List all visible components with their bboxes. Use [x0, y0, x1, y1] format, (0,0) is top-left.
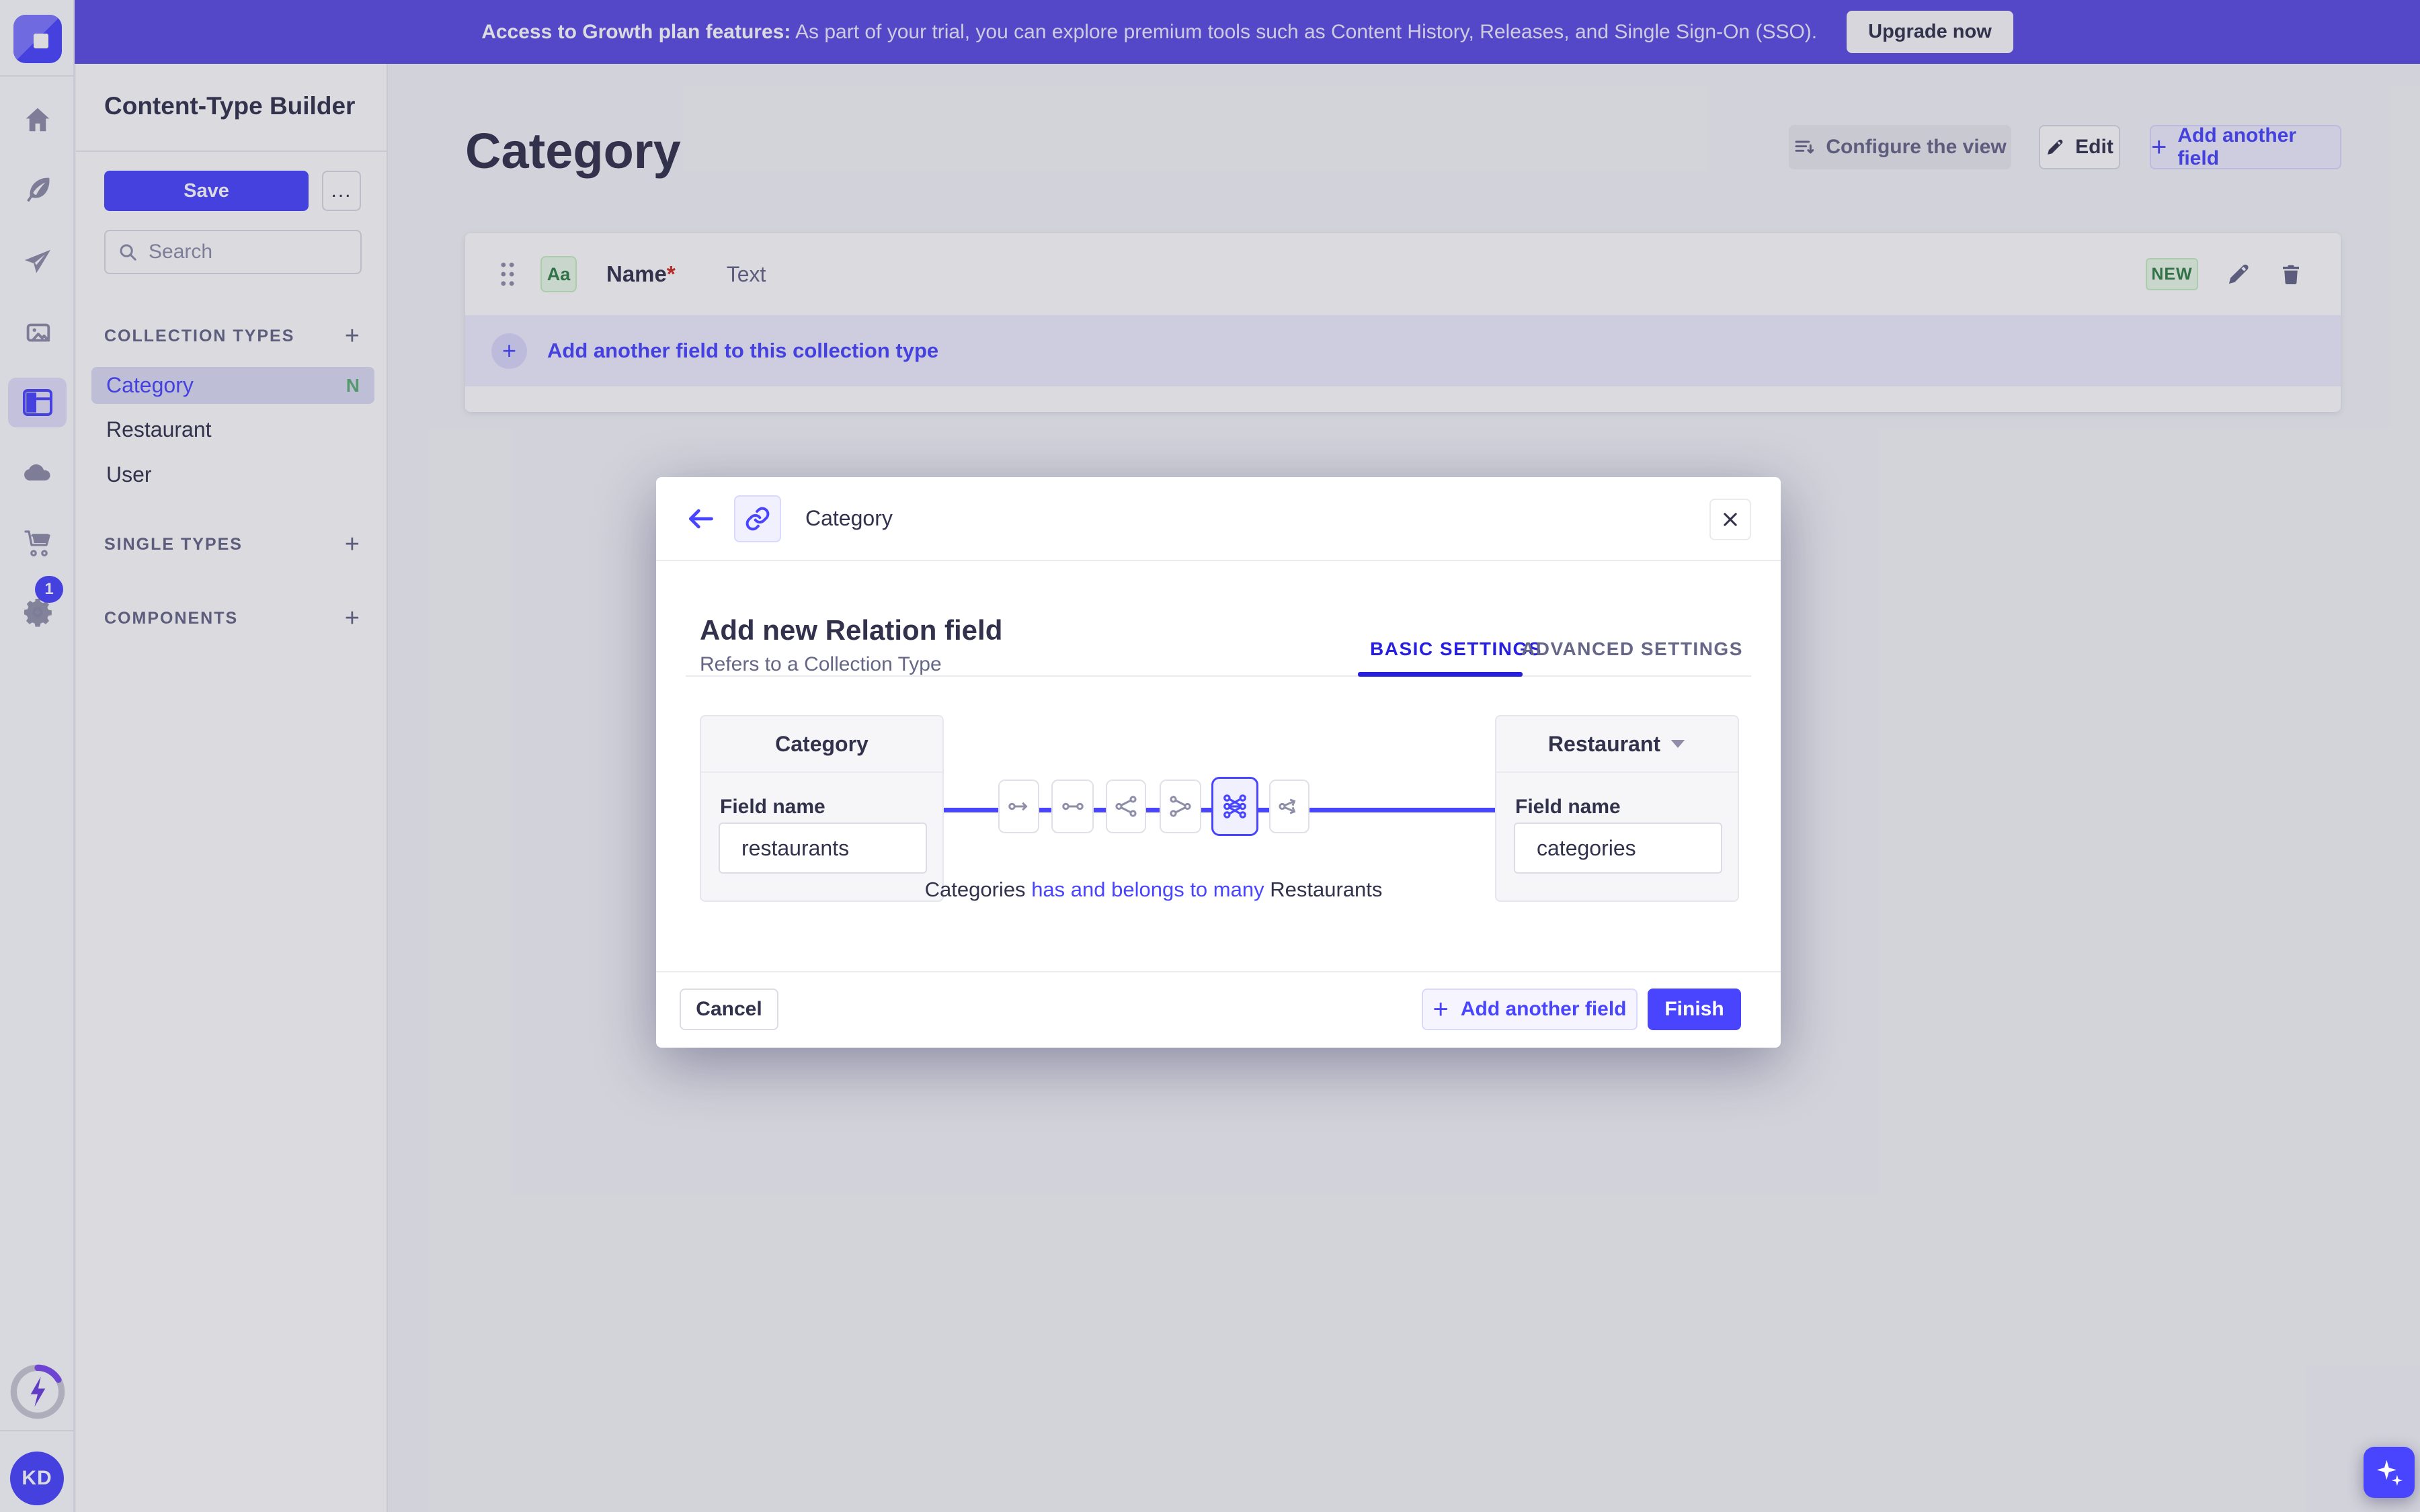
add-single-type-icon[interactable]: + [344, 530, 360, 558]
field-type: Text [726, 261, 766, 286]
components-header: COMPONENTS + [104, 604, 360, 632]
search-input[interactable] [149, 241, 337, 263]
relation-manyWay-icon[interactable] [1269, 780, 1309, 833]
collection-types-header: COLLECTION TYPES + [104, 322, 360, 350]
add-relation-field-modal: Category Add new Relation field Refers t… [656, 477, 1781, 1048]
add-collection-type-icon[interactable]: + [344, 322, 360, 350]
home-icon[interactable] [0, 99, 75, 140]
active-tab-underline [1358, 672, 1523, 677]
required-mark: * [666, 261, 676, 286]
plus-circle-icon: + [491, 333, 527, 369]
subnav-title: Content-Type Builder [104, 92, 356, 120]
search-icon [118, 242, 138, 262]
edit-field-icon[interactable] [2226, 262, 2251, 286]
cancel-button[interactable]: Cancel [680, 989, 778, 1030]
content-manager-icon[interactable] [0, 169, 75, 210]
subnav-divider [76, 151, 388, 152]
marketplace-icon[interactable] [0, 522, 75, 562]
search-box[interactable] [104, 230, 362, 274]
status-badge: NEW [2146, 258, 2198, 290]
target-field-name-input[interactable] [1514, 823, 1722, 874]
relation-source-card: Category Field name [700, 715, 944, 902]
relation-manyToMany-icon[interactable] [1211, 777, 1258, 836]
trial-banner-text: Access to Growth plan features: As part … [481, 20, 1818, 43]
plus-icon: + [2151, 132, 2167, 162]
plus-icon: + [1433, 995, 1449, 1024]
modal-header: Category [656, 477, 1781, 561]
fields-table: Aa Name* Text NEW + Add another field to… [465, 233, 2341, 412]
relation-link-icon [734, 495, 781, 542]
upgrade-now-button[interactable]: Upgrade now [1847, 11, 2013, 53]
sidebar-item-user[interactable]: User [106, 462, 152, 487]
new-item-badge: N [346, 374, 360, 396]
trial-progress-icon[interactable] [7, 1361, 68, 1422]
page-title: Category [465, 123, 681, 179]
notification-badge: 1 [35, 576, 63, 603]
modal-title: Add new Relation field [700, 614, 1003, 646]
field-name: Name* [606, 261, 676, 286]
table-row: Aa Name* Text NEW [465, 233, 2341, 315]
single-types-header: SINGLE TYPES + [104, 530, 360, 558]
sparkles-icon [2374, 1458, 2404, 1487]
add-field-row[interactable]: + Add another field to this collection t… [465, 315, 2341, 386]
rail-divider [0, 75, 75, 77]
source-type-name: Category [701, 716, 942, 773]
releases-icon[interactable] [0, 241, 75, 282]
delete-field-icon[interactable] [2279, 262, 2303, 286]
target-type-select[interactable]: Restaurant [1496, 716, 1738, 773]
ai-assistant-button[interactable] [2364, 1447, 2415, 1498]
field-type-badge: Aa [540, 256, 577, 292]
modal-subtitle: Refers to a Collection Type [700, 653, 942, 675]
finish-button[interactable]: Finish [1648, 989, 1741, 1030]
back-arrow-icon[interactable] [686, 504, 715, 534]
save-button[interactable]: Save [104, 171, 309, 211]
trial-banner: Access to Growth plan features: As part … [75, 0, 2420, 64]
sidebar-item-category[interactable]: Category N [91, 367, 374, 404]
configure-view-icon [1793, 136, 1815, 158]
relation-target-card: Restaurant Field name [1495, 715, 1739, 902]
tab-advanced-settings[interactable]: ADVANCED SETTINGS [1521, 638, 1743, 659]
strapi-logo[interactable] [13, 15, 62, 63]
content-type-builder-icon[interactable] [8, 378, 67, 427]
relation-sentence: Categories has and belongs to many Resta… [924, 878, 1383, 901]
media-library-icon[interactable] [0, 312, 75, 353]
tab-basic-settings[interactable]: BASIC SETTINGS [1370, 638, 1542, 659]
chevron-down-icon [1670, 739, 1686, 749]
field-name-label: Field name [720, 796, 825, 818]
modal-add-another-field-button[interactable]: + Add another field [1422, 989, 1638, 1030]
settings-gear-icon[interactable] [0, 592, 75, 632]
drag-handle-icon[interactable] [499, 261, 516, 288]
add-another-field-button[interactable]: + Add another field [2150, 124, 2341, 169]
relation-manyToOne-icon[interactable] [1160, 780, 1201, 833]
relation-oneToOne-icon[interactable] [1051, 780, 1094, 833]
field-name-label: Field name [1515, 796, 1621, 818]
configure-view-button[interactable]: Configure the view [1789, 125, 2011, 169]
close-icon[interactable] [1709, 499, 1751, 540]
rail-divider [0, 1430, 75, 1431]
modal-breadcrumb: Category [805, 506, 893, 530]
relation-oneToMany-icon[interactable] [1106, 780, 1146, 833]
source-field-name-input[interactable] [719, 823, 927, 874]
more-options-button[interactable]: ... [322, 171, 361, 211]
avatar[interactable]: KD [10, 1452, 64, 1505]
pencil-icon [2046, 138, 2064, 157]
main-nav-rail: 1 KD [0, 0, 75, 1512]
content-type-builder-subnav: Content-Type Builder Save ... COLLECTION… [76, 64, 388, 1512]
sidebar-item-restaurant[interactable]: Restaurant [106, 417, 212, 442]
add-component-icon[interactable]: + [344, 604, 360, 632]
tabs-divider [686, 675, 1751, 677]
deploy-icon[interactable] [0, 452, 75, 493]
modal-footer: Cancel + Add another field Finish [656, 971, 1781, 1048]
relation-oneWay-icon[interactable] [998, 780, 1039, 833]
edit-button[interactable]: Edit [2039, 125, 2120, 169]
